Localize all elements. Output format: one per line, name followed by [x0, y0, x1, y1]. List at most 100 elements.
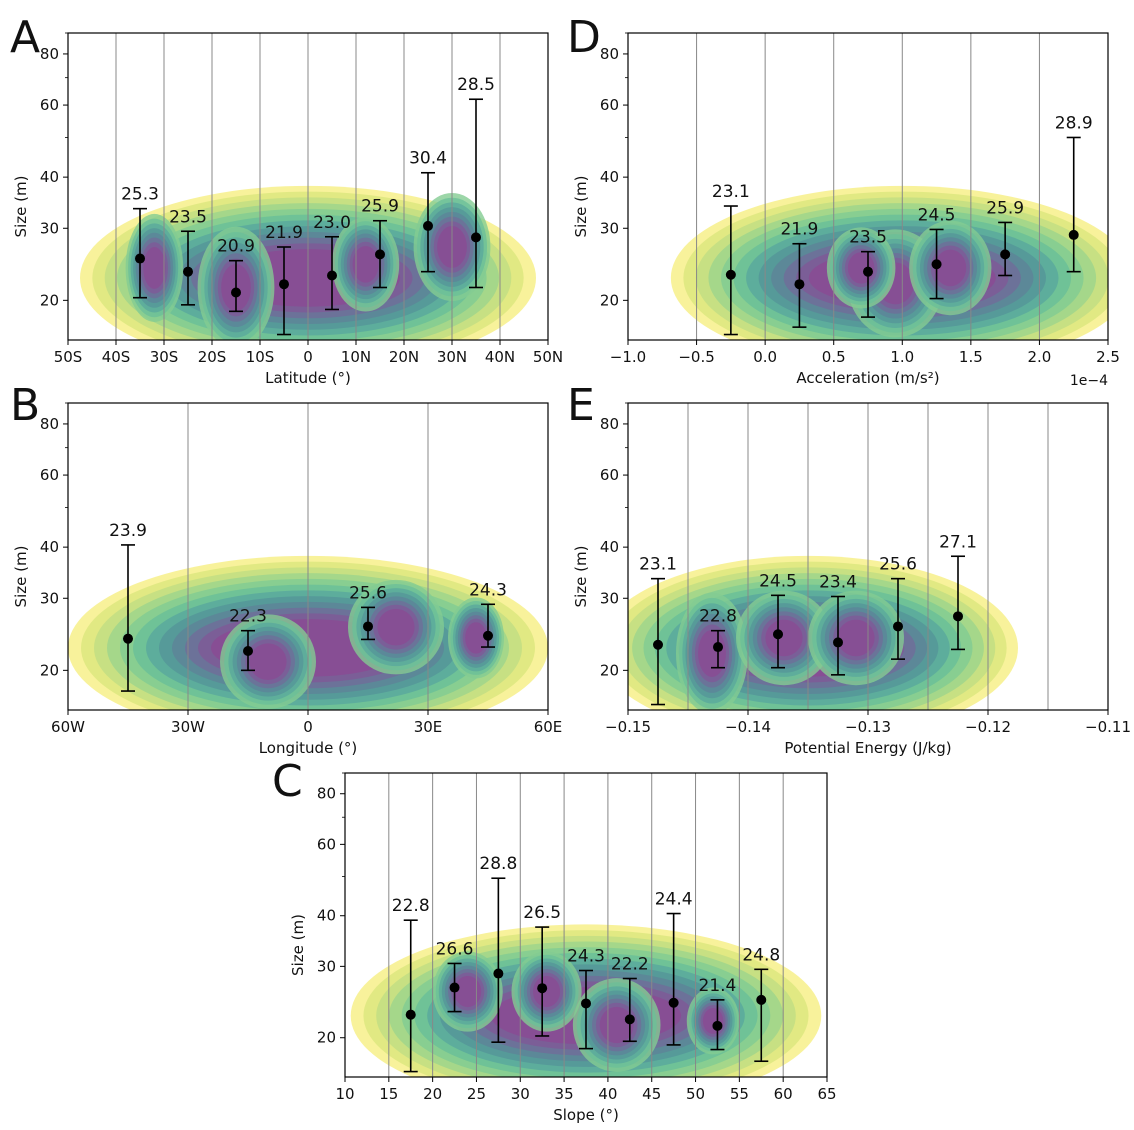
- median-point: [756, 994, 767, 1005]
- error-bar: [831, 595, 845, 676]
- median-point: [931, 259, 942, 270]
- median-label: 25.9: [986, 198, 1024, 218]
- median-label: 28.5: [457, 75, 495, 95]
- density-peak: [352, 245, 379, 283]
- x-tick-label: 2.5: [1096, 348, 1120, 366]
- panel-a: 50S 40S 30S 20S 10S 0 10N 20N 30N 40N 50N 20 30 40 60 8…: [10, 12, 563, 387]
- median-label: 21.9: [265, 223, 303, 243]
- x-tick-label: 45: [642, 1085, 661, 1103]
- median-point: [279, 279, 289, 290]
- median-label: 28.9: [1055, 113, 1093, 133]
- error-bar: [1066, 136, 1081, 273]
- median-label: 25.9: [361, 197, 399, 217]
- median-label: 23.1: [639, 555, 677, 575]
- y-tick-label: 80: [600, 415, 619, 433]
- error-bar: [229, 259, 243, 313]
- x-tick-label: 20N: [389, 348, 419, 366]
- density-peak: [934, 249, 967, 287]
- x-tick-label: 50N: [533, 348, 563, 366]
- panel-letter: A: [10, 12, 40, 63]
- x-axis-label: Acceleration (m/s²): [796, 369, 939, 387]
- median-label: 25.6: [879, 555, 917, 575]
- y-tick-label: 30: [600, 219, 619, 237]
- median-label: 23.4: [819, 573, 857, 593]
- axes-frame: [344, 772, 828, 1078]
- median-label: 21.9: [780, 220, 818, 240]
- y-tick-label: 40: [40, 168, 59, 186]
- panel-e: −0.15 −0.14 −0.13 −0.12 −0.11 20 30 40 60 80 Poten…: [567, 380, 1131, 757]
- error-bar: [403, 919, 418, 1073]
- median-point: [243, 645, 253, 656]
- median-point: [405, 1009, 416, 1020]
- x-tick-label: 30: [511, 1085, 530, 1103]
- x-tick-label: 0: [303, 348, 313, 366]
- x-tick-label: 40N: [485, 348, 515, 366]
- error-bar: [998, 221, 1013, 277]
- y-tick-label: 30: [600, 589, 619, 607]
- median-label: 27.1: [939, 532, 977, 552]
- median-label: 26.6: [436, 939, 474, 959]
- x-axis-label: Longitude (°): [259, 739, 358, 757]
- x-tick-label: 60W: [51, 718, 85, 736]
- x-tick-label: −0.15: [605, 718, 651, 736]
- x-tick-label: −1.0: [610, 348, 646, 366]
- median-label: 24.8: [742, 945, 780, 965]
- y-axis-label: Size (m): [289, 914, 307, 976]
- error-bar: [535, 926, 550, 1037]
- x-tick-label: 30W: [171, 718, 205, 736]
- x-tick-label: −0.14: [725, 718, 771, 736]
- median-point: [471, 232, 481, 243]
- median-point: [863, 266, 873, 277]
- panel-letter: E: [567, 380, 595, 431]
- error-bar: [491, 877, 506, 1043]
- median-point: [668, 997, 679, 1008]
- x-tick-label: 50: [686, 1085, 705, 1103]
- x-tick-label: −0.13: [845, 718, 891, 736]
- median-point: [483, 630, 493, 641]
- error-bar: [951, 555, 965, 651]
- error-bar: [469, 98, 483, 289]
- x-tick-label: 65: [817, 1085, 836, 1103]
- median-label: 23.9: [109, 521, 147, 541]
- x-tick-label: 40S: [102, 348, 131, 366]
- density-peak: [599, 1006, 634, 1044]
- median-point: [423, 220, 433, 231]
- median-label: 23.1: [712, 182, 750, 202]
- y-tick-label: 30: [40, 589, 59, 607]
- median-point: [794, 279, 805, 290]
- y-tick-label: 60: [600, 96, 619, 114]
- error-bar: [666, 912, 681, 1046]
- x-tick-label: 0.0: [753, 348, 777, 366]
- median-label: 24.3: [469, 580, 507, 600]
- median-label: 24.3: [567, 947, 605, 967]
- density-peak: [698, 629, 726, 677]
- median-point: [713, 642, 723, 653]
- median-point: [653, 639, 663, 650]
- median-label: 25.6: [349, 583, 387, 603]
- x-tick-label: 25: [467, 1085, 486, 1103]
- error-bar: [133, 207, 147, 299]
- error-bar: [622, 977, 637, 1043]
- median-label: 21.4: [699, 976, 737, 996]
- median-point: [1068, 229, 1079, 240]
- x-tick-label: −0.5: [678, 348, 714, 366]
- x-tick-label: 10: [335, 1085, 354, 1103]
- x-tick-label: 0: [303, 718, 313, 736]
- x-tick-label: 60: [774, 1085, 793, 1103]
- y-axis-label: Size (m): [12, 176, 30, 238]
- panel-letter: B: [10, 380, 40, 431]
- density-peak: [249, 643, 287, 680]
- y-tick-label: 30: [317, 957, 336, 975]
- median-point: [449, 982, 460, 993]
- error-bar: [861, 250, 875, 318]
- density-peak: [465, 622, 487, 654]
- x-tick-label: −0.11: [1085, 718, 1131, 736]
- density-peak: [377, 608, 415, 646]
- panel-letter: C: [272, 756, 303, 807]
- y-tick-label: 60: [317, 835, 336, 853]
- median-point: [123, 633, 133, 644]
- error-bar: [754, 968, 769, 1063]
- median-label: 23.0: [313, 213, 351, 233]
- x-tick-label: 0.5: [822, 348, 846, 366]
- median-label: 26.5: [523, 903, 561, 923]
